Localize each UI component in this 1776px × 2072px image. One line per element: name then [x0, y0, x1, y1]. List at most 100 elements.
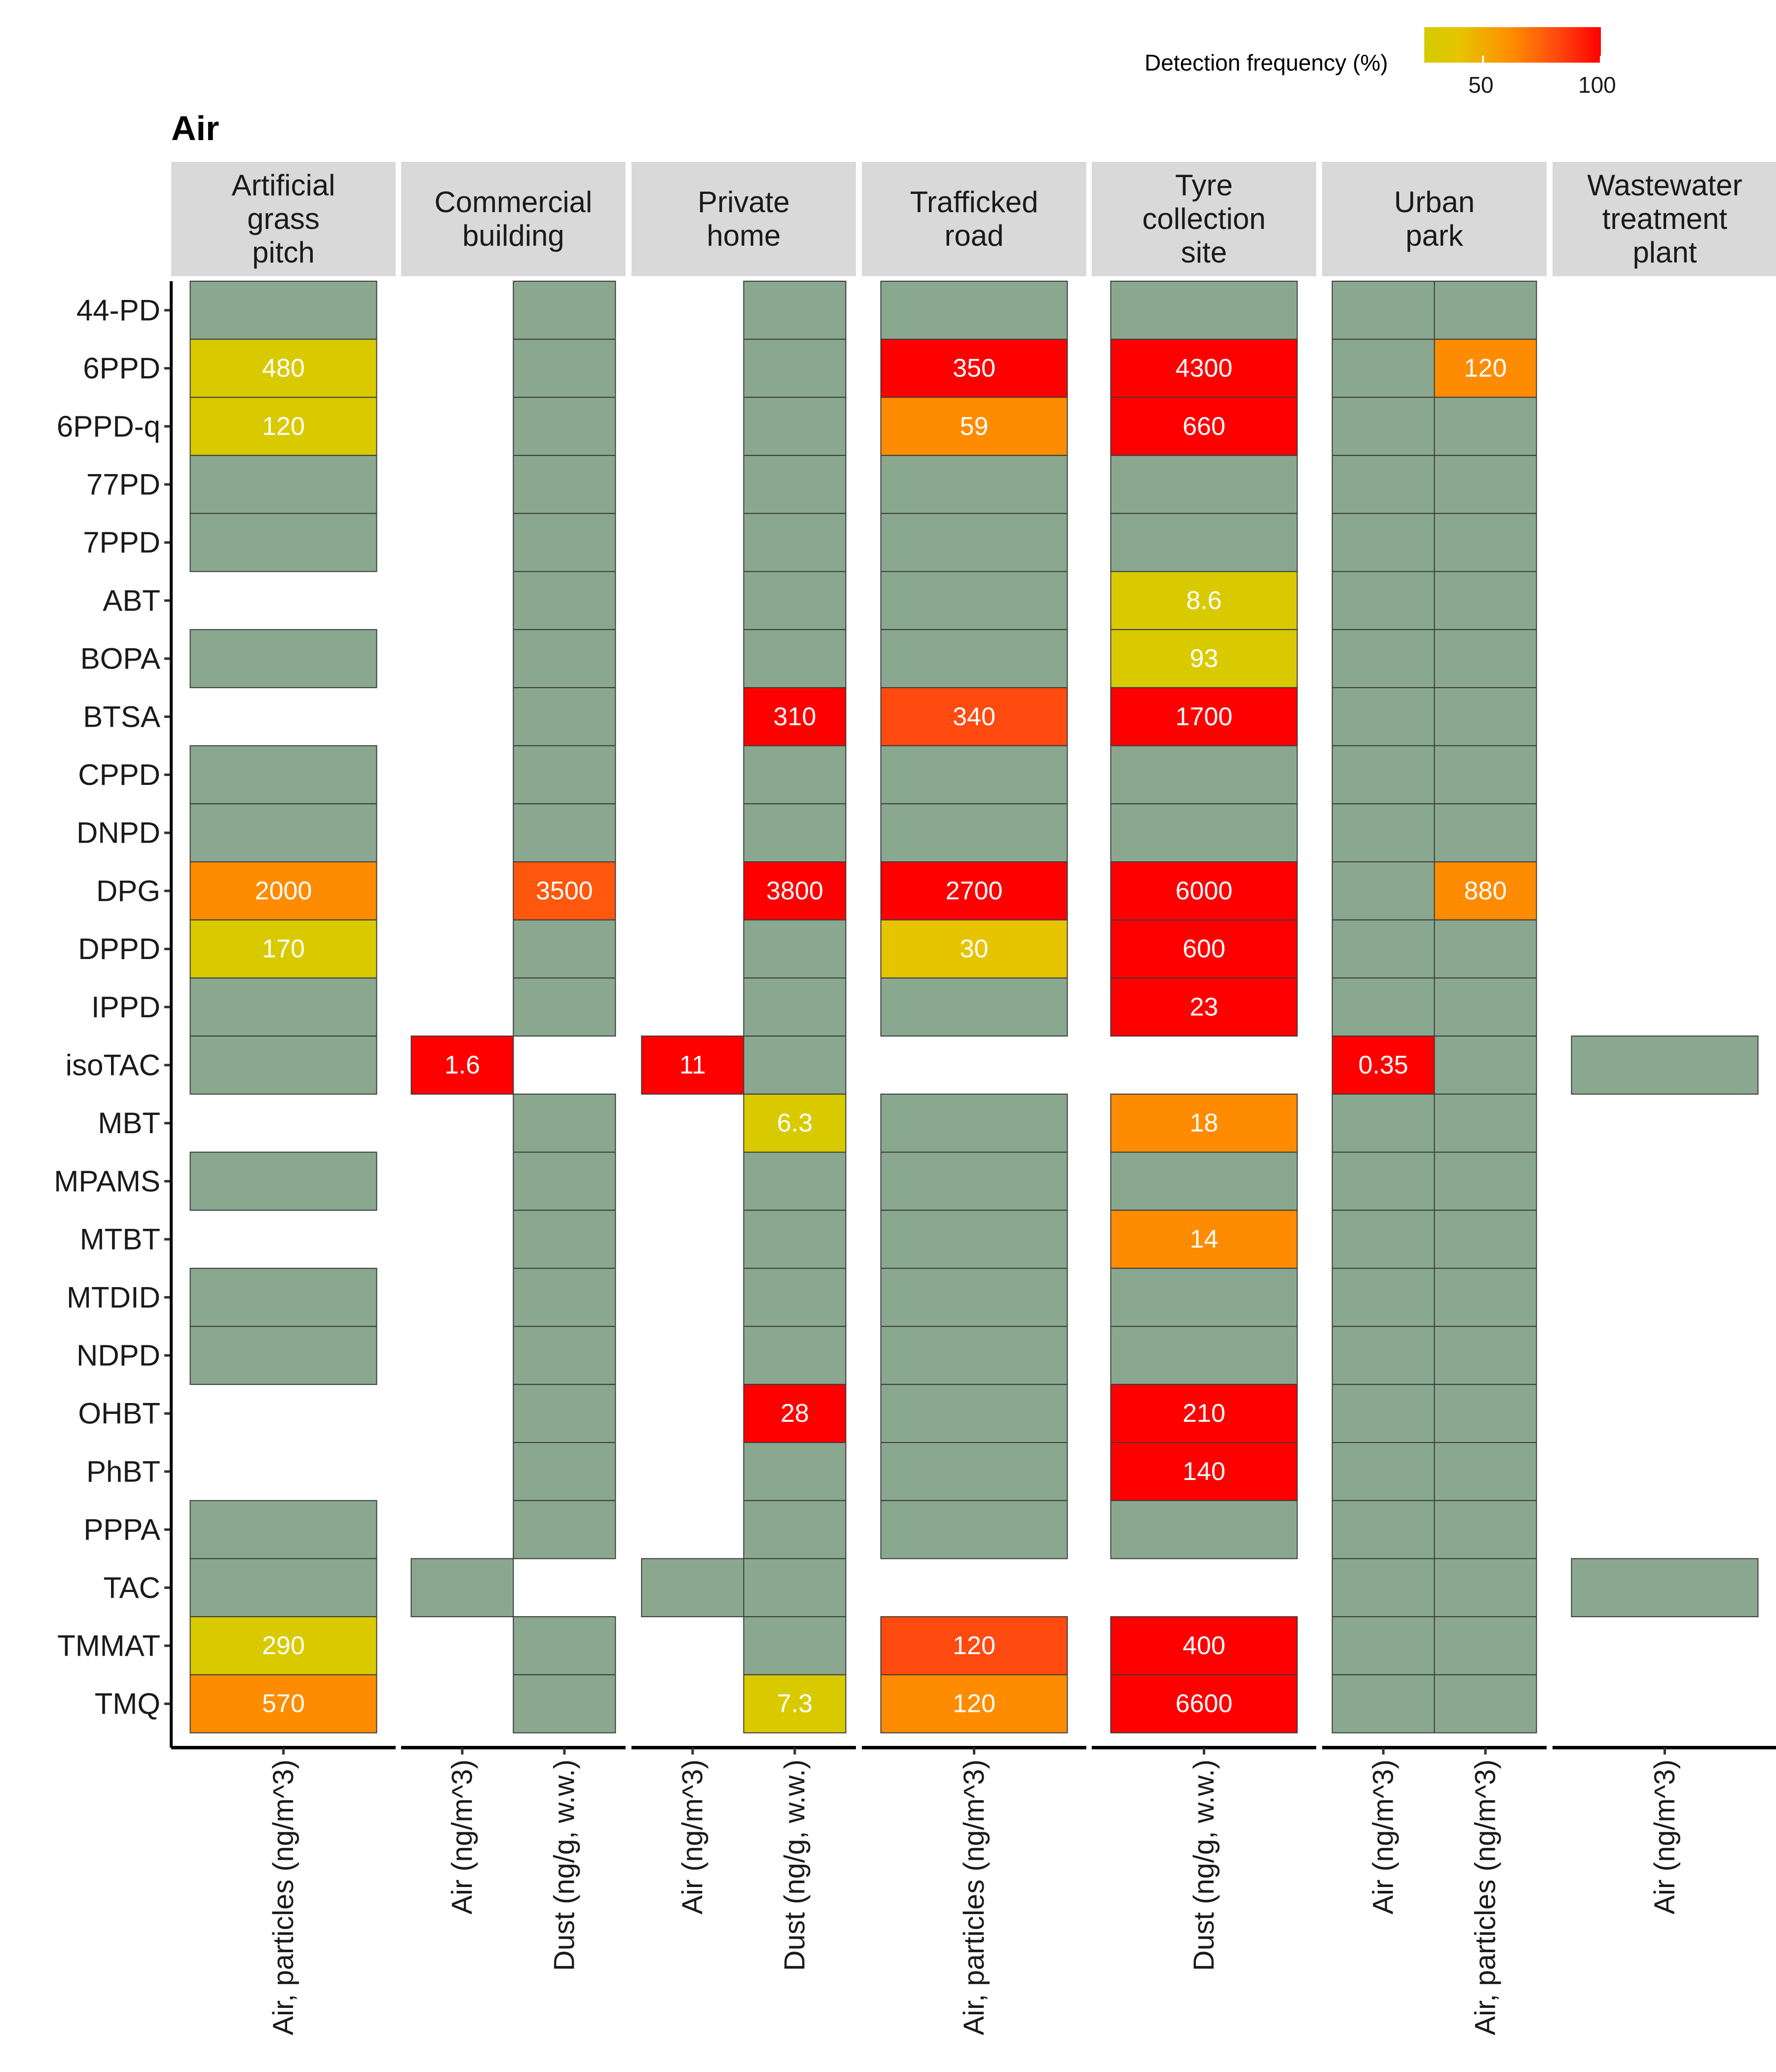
heatmap-cell: [880, 745, 1068, 805]
cell-value-label: 140: [1183, 1457, 1225, 1486]
heatmap-cell: [513, 803, 616, 863]
heatmap-cell: [743, 1674, 847, 1734]
column-label: Dust (ng/g, w.w.): [549, 1760, 581, 1971]
heatmap-cell: [1434, 1442, 1537, 1501]
heatmap-cell: [1434, 1558, 1537, 1618]
heatmap-cell: [1332, 338, 1435, 398]
heatmap-cell: [641, 1036, 744, 1095]
heatmap-cell: [880, 338, 1068, 398]
cell-value-label: 18: [1190, 1109, 1219, 1138]
heatmap-cell: [743, 1151, 847, 1211]
heatmap-cell: [513, 1326, 616, 1385]
row-label: MBT: [98, 1107, 160, 1140]
heatmap-cell: [189, 1151, 377, 1211]
heatmap-cell: [880, 919, 1068, 979]
cell-value-label: 23: [1190, 993, 1219, 1021]
heatmap-cell: [189, 861, 377, 921]
heatmap-cell: [189, 1326, 377, 1385]
heatmap-cell: [641, 1558, 744, 1618]
heatmap-cell: [880, 455, 1068, 514]
row-label: NDPD: [76, 1339, 160, 1372]
heatmap-cell: [1110, 687, 1298, 746]
heatmap-cell: [1434, 1500, 1537, 1559]
facet-strip: Urban park: [1322, 162, 1547, 276]
cell-value-label: 59: [960, 412, 989, 441]
heatmap-cell: [1571, 1558, 1759, 1618]
heatmap-cell: [880, 629, 1068, 688]
heatmap-cell: [1332, 397, 1435, 456]
heatmap-cell: [743, 861, 847, 921]
cell-value-label: 120: [953, 1631, 996, 1660]
heatmap-cell: [880, 1210, 1068, 1269]
heatmap-cell: [1571, 1036, 1759, 1095]
heatmap-cell: [1434, 1210, 1537, 1269]
heatmap-cell: [743, 977, 847, 1037]
panel-title: Air: [171, 109, 220, 148]
row-label: TMMAT: [57, 1629, 160, 1662]
cell-value-label: 350: [953, 354, 996, 383]
heatmap-cell: [1332, 803, 1435, 863]
heatmap-cell: [1434, 1151, 1537, 1211]
heatmap-cell: [1332, 1210, 1435, 1269]
cell-value-label: 3800: [766, 877, 823, 905]
heatmap-cell: [743, 745, 847, 805]
cell-value-label: 120: [262, 412, 305, 441]
heatmap-cell: [513, 338, 616, 398]
heatmap-cell: [1434, 745, 1537, 805]
heatmap-cell: [189, 397, 377, 456]
cell-value-label: 120: [953, 1690, 996, 1718]
row-label: TAC: [103, 1571, 160, 1604]
row-label: 6PPD-q: [57, 410, 160, 443]
heatmap-cell: [513, 1267, 616, 1327]
heatmap-cell: [1332, 629, 1435, 688]
row-label: PhBT: [86, 1455, 160, 1488]
heatmap-cell: [1434, 455, 1537, 514]
cell-value-label: 600: [1183, 935, 1225, 963]
row-label: OHBT: [78, 1397, 160, 1430]
heatmap-cell: [880, 513, 1068, 572]
heatmap-cell: [189, 1036, 377, 1095]
heatmap-cell: [880, 571, 1068, 630]
cell-value-label: 120: [1464, 354, 1507, 383]
heatmap-cell: [1434, 571, 1537, 630]
cell-value-label: 0.35: [1358, 1051, 1408, 1079]
heatmap-cell: [1332, 281, 1435, 340]
heatmap-cell: [189, 455, 377, 514]
heatmap-cell: [1434, 1384, 1537, 1443]
heatmap-cell: [1434, 1093, 1537, 1153]
heatmap-cell: [1332, 1151, 1435, 1211]
cell-value-label: 310: [774, 703, 816, 731]
heatmap-cell: [513, 1674, 616, 1734]
heatmap-cell: [1110, 397, 1298, 456]
heatmap-cell: [189, 1500, 377, 1559]
heatmap-cell: [743, 1093, 847, 1153]
cell-value-label: 2000: [255, 877, 312, 905]
row-label: 44-PD: [76, 294, 160, 327]
cell-value-label: 1.6: [444, 1051, 480, 1079]
heatmap-cell: [1434, 1616, 1537, 1675]
heatmap-cell: [513, 571, 616, 630]
heatmap-cell: [513, 1151, 616, 1211]
cell-value-label: 290: [262, 1631, 305, 1660]
row-label: BTSA: [83, 700, 160, 733]
heatmap-cell: [1110, 1616, 1298, 1675]
heatmap-cell: [1434, 338, 1537, 398]
heatmap-cell: [189, 629, 377, 688]
heatmap-cell: [513, 513, 616, 572]
heatmap-cell: [743, 1384, 847, 1443]
cell-value-label: 3500: [536, 877, 593, 905]
heatmap-cell: [880, 687, 1068, 746]
heatmap-cell: [513, 281, 616, 340]
heatmap-cell: [513, 919, 616, 979]
heatmap-cell: [1332, 1616, 1435, 1675]
heatmap-cell: [1332, 861, 1435, 921]
legend-tick-mark: [1600, 56, 1602, 63]
heatmap-cell: [1332, 1036, 1435, 1095]
cell-value-label: 400: [1183, 1631, 1225, 1660]
row-label: ABT: [103, 584, 160, 617]
heatmap-cell: [1332, 513, 1435, 572]
heatmap-cell: [880, 397, 1068, 456]
heatmap-cell: [513, 397, 616, 456]
